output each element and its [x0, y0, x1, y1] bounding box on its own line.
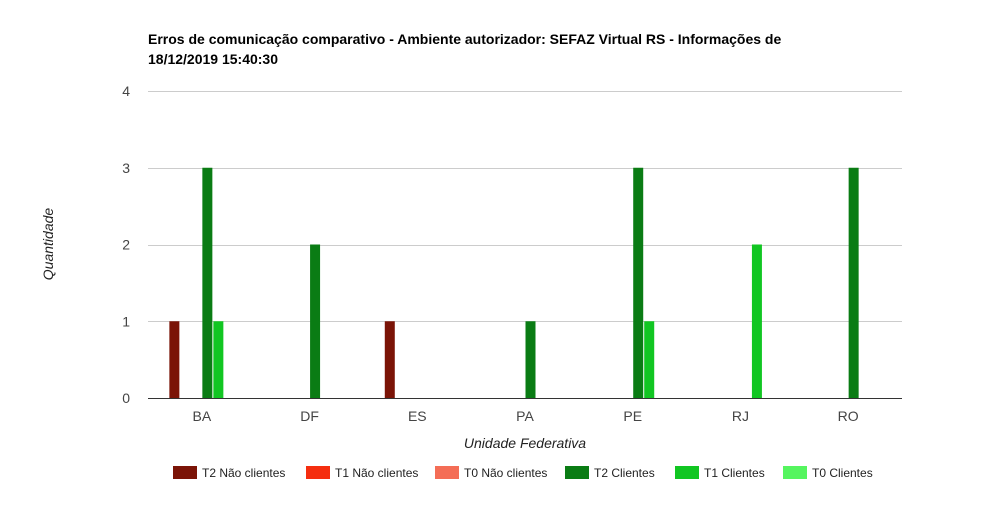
legend-item[interactable]: T0 Não clientes: [435, 466, 547, 480]
y-axis-label: Quantidade: [40, 208, 56, 281]
legend-label: T0 Clientes: [812, 466, 873, 480]
legend-item[interactable]: T1 Não clientes: [306, 466, 418, 480]
y-tick-label: 2: [122, 237, 130, 253]
bar-ro-3[interactable]: [848, 167, 859, 398]
legend-swatch: [565, 466, 589, 479]
x-tick-label: RJ: [732, 408, 749, 424]
bar-df-3[interactable]: [310, 244, 321, 399]
bar-ba-4[interactable]: [213, 321, 224, 398]
x-tick-label: BA: [193, 408, 212, 424]
x-tick-label: DF: [300, 408, 319, 424]
x-tick-label: PE: [623, 408, 642, 424]
bar-ba-0[interactable]: [169, 321, 180, 398]
x-tick-label: ES: [408, 408, 427, 424]
legend-label: T2 Não clientes: [202, 466, 285, 480]
grid: [148, 91, 902, 322]
bar-rj-4[interactable]: [751, 244, 762, 399]
chart-title-line-1: Erros de comunicação comparativo - Ambie…: [148, 31, 781, 47]
legend-swatch: [173, 466, 197, 479]
legend-item[interactable]: T2 Não clientes: [173, 466, 285, 480]
x-axis-ticks: BA DF ES PA PE RJ RO: [193, 408, 859, 424]
y-axis-ticks: 0 1 2 3 4: [122, 83, 130, 406]
x-tick-label: PA: [516, 408, 534, 424]
legend-label: T2 Clientes: [594, 466, 655, 480]
legend-label: T1 Clientes: [704, 466, 765, 480]
legend-label: T0 Não clientes: [464, 466, 547, 480]
legend-item[interactable]: T1 Clientes: [675, 466, 765, 480]
bar-pe-3[interactable]: [633, 167, 644, 398]
y-tick-label: 3: [122, 160, 130, 176]
legend-label: T1 Não clientes: [335, 466, 418, 480]
legend[interactable]: T2 Não clientes T1 Não clientes T0 Não cli…: [173, 466, 873, 480]
legend-item[interactable]: T2 Clientes: [565, 466, 655, 480]
bars: [169, 167, 859, 399]
bar-es-0[interactable]: [384, 321, 395, 398]
y-tick-label: 0: [122, 390, 130, 406]
bar-ba-3[interactable]: [202, 167, 213, 398]
legend-swatch: [306, 466, 330, 479]
chart-title-line-2: 18/12/2019 15:40:30: [148, 51, 278, 67]
y-tick-label: 4: [122, 83, 130, 99]
legend-swatch: [675, 466, 699, 479]
x-tick-label: RO: [838, 408, 859, 424]
legend-swatch: [783, 466, 807, 479]
y-tick-label: 1: [122, 313, 130, 329]
x-axis-label: Unidade Federativa: [464, 435, 586, 451]
legend-item[interactable]: T0 Clientes: [783, 466, 873, 480]
legend-swatch: [435, 466, 459, 479]
bar-pa-3[interactable]: [525, 321, 536, 398]
bar-pe-4[interactable]: [644, 321, 655, 398]
